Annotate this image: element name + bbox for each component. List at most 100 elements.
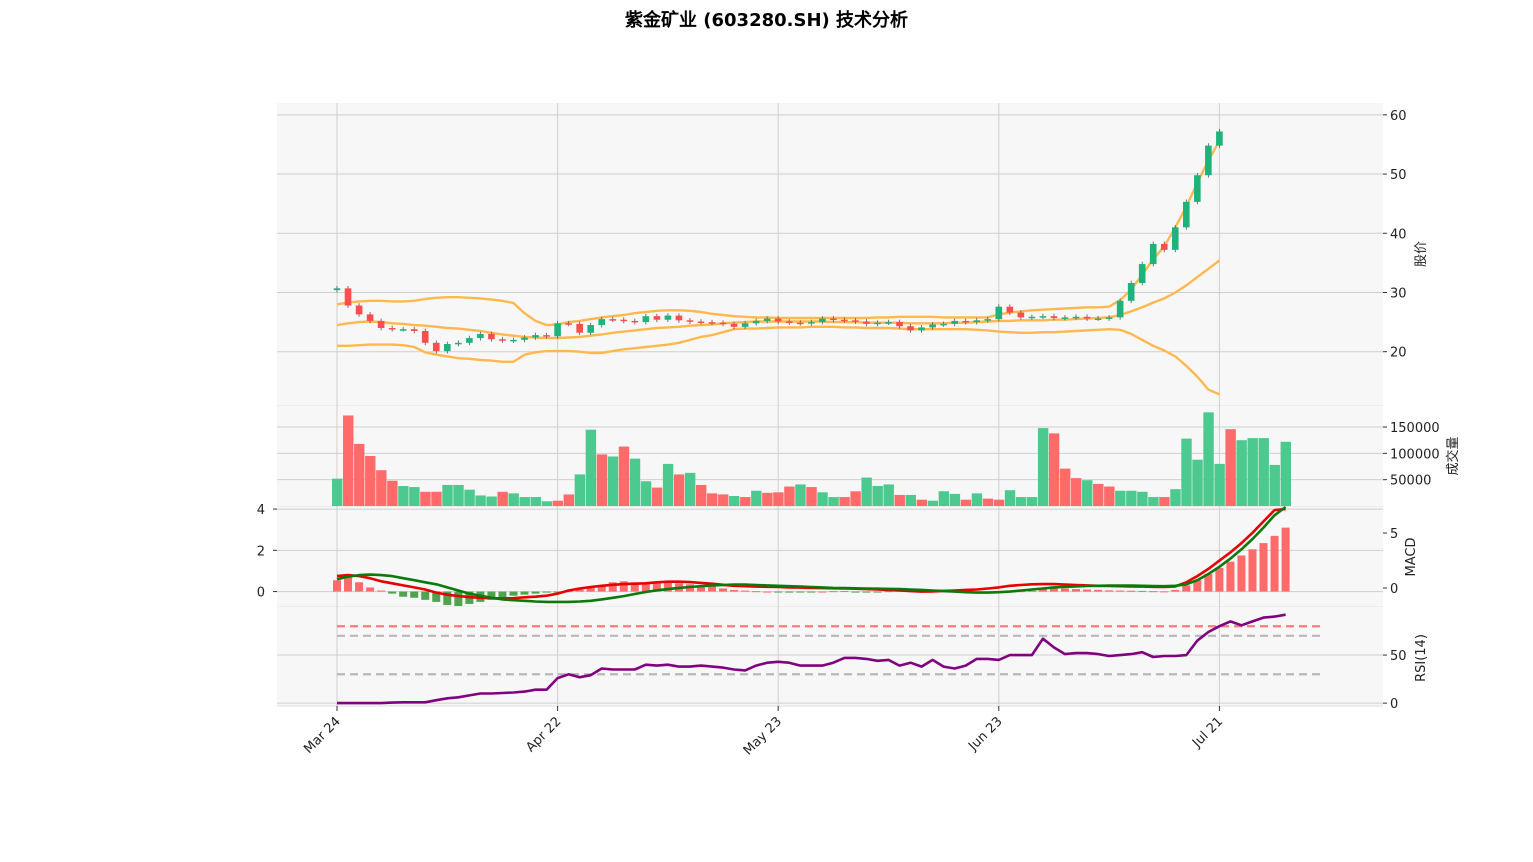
volume-bar: [453, 484, 464, 506]
macd-hist-bar: [873, 591, 882, 593]
macd-hist-bar: [531, 591, 540, 594]
candle-body: [1116, 300, 1124, 318]
volume-bar: [1093, 483, 1104, 506]
candle-body: [752, 320, 760, 324]
macd-hist-bar: [1060, 588, 1069, 592]
volume-bar: [1280, 441, 1291, 506]
candle-body: [1072, 316, 1080, 319]
volume-bar: [332, 478, 343, 506]
candle-body: [863, 321, 870, 324]
chart-panels: [277, 103, 1383, 706]
candle-body: [841, 319, 848, 322]
boll-lower-line: [337, 325, 1220, 396]
macd-hist-bar: [443, 591, 452, 605]
macd-hist-bar: [840, 590, 849, 592]
macd-hist-bar: [851, 591, 860, 593]
candle-body: [1171, 227, 1179, 250]
candle-body: [653, 316, 661, 320]
candle-body: [686, 320, 694, 322]
candle-body: [366, 314, 374, 321]
volume-bar: [1071, 478, 1082, 506]
macd-hist-bar: [1237, 555, 1246, 592]
volume-bar: [938, 491, 950, 506]
macd-hist-bar: [730, 589, 739, 592]
volume-bar: [982, 498, 994, 506]
macd-hist-bar: [641, 582, 650, 592]
volume-bar: [751, 490, 762, 506]
candle-body: [1017, 312, 1025, 318]
volume-bar: [1082, 480, 1093, 506]
candle-body: [929, 324, 936, 328]
volume-bar: [508, 493, 519, 506]
volume-bar: [1203, 412, 1214, 506]
volume-bar: [464, 489, 475, 506]
y-tick-label: 50000: [1390, 474, 1431, 489]
candle-body: [554, 323, 561, 337]
macd-hist-bar: [333, 580, 341, 592]
volume-bar: [1159, 497, 1170, 506]
candle-body: [510, 339, 517, 342]
x-tick-label: Jul 21: [1189, 714, 1226, 751]
candle-body: [1149, 243, 1157, 265]
candle-body: [1194, 175, 1201, 202]
macd-hist-bar: [377, 590, 386, 592]
candle-body: [1138, 264, 1146, 284]
macd-hist-bar: [1215, 567, 1224, 592]
candle-body: [344, 288, 352, 306]
volume-bar: [707, 493, 718, 506]
candle-body: [973, 320, 981, 323]
volume-bar: [949, 493, 961, 506]
volume-bar: [651, 487, 663, 506]
candle-body: [587, 325, 594, 333]
volume-bar: [629, 458, 641, 506]
candle-body: [819, 318, 826, 323]
macd-hist-bar: [708, 586, 717, 592]
macd-hist-bar: [608, 582, 617, 592]
volume-bar: [905, 494, 916, 506]
volume-bar: [1236, 440, 1247, 506]
macd-hist-bar: [586, 587, 595, 592]
macd-hist-bar: [1248, 549, 1257, 592]
y-tick-label-right: 5: [1390, 527, 1398, 542]
candle-body: [444, 344, 451, 352]
macd-hist-bar: [597, 585, 606, 592]
volume-bar: [960, 499, 972, 506]
y-tick-label: 2: [257, 544, 265, 559]
candle-body: [377, 320, 385, 329]
volume-bar: [354, 443, 365, 506]
macd-hist-bar: [807, 591, 816, 593]
candle-body: [741, 323, 749, 327]
volume-bar: [916, 499, 927, 506]
volume-bar: [497, 491, 508, 506]
macd-hist-bar: [1171, 589, 1180, 592]
candle-body: [940, 323, 947, 326]
volume-bar: [861, 477, 872, 506]
volume-bar: [607, 456, 619, 506]
volume-bar: [640, 481, 652, 506]
macd-hist-bar: [542, 591, 551, 593]
volume-bar: [552, 500, 563, 506]
candle-body: [432, 342, 440, 352]
volume-bar: [883, 484, 894, 506]
macd-dea-line: [336, 505, 1287, 604]
candle-body: [1050, 316, 1058, 318]
candle-body: [807, 322, 815, 324]
candle-body: [631, 320, 639, 323]
volume-bar: [1225, 429, 1236, 506]
y-tick-label: 0: [1390, 697, 1398, 712]
candle-body: [532, 335, 539, 338]
candle-body: [1205, 145, 1212, 176]
volume-bar: [475, 495, 486, 506]
volume-bar: [718, 494, 729, 506]
rsi-line: [337, 613, 1286, 705]
candle-body: [1028, 316, 1036, 319]
volume-bar: [729, 496, 740, 506]
y-tick-label: 100000: [1390, 447, 1440, 462]
candle-body: [730, 323, 738, 327]
volume-bar: [773, 492, 784, 506]
macd-hist-bar: [763, 591, 772, 593]
macd-hist-bar: [388, 591, 397, 594]
x-tick-label: Mar 24: [301, 714, 344, 757]
volume-bar: [563, 494, 575, 506]
volume-bar: [695, 484, 707, 506]
